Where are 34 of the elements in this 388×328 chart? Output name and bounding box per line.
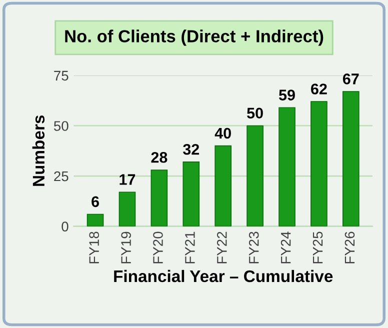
data-label: 28	[151, 152, 168, 163]
x-tick-label: FY26	[344, 232, 355, 264]
x-tick-label: FY25	[312, 232, 323, 264]
bar	[182, 162, 200, 226]
bar	[86, 214, 104, 226]
y-tick-label: 50	[54, 121, 68, 131]
y-tick-label: 75	[54, 70, 68, 81]
bar	[342, 91, 360, 226]
data-label: 40	[214, 128, 231, 139]
x-tick-label: FY18	[89, 232, 100, 264]
bar	[278, 107, 296, 226]
y-tick-label: 0	[62, 222, 68, 232]
bar	[310, 101, 328, 226]
data-label: 59	[278, 90, 295, 100]
x-tick-label: FY23	[248, 232, 259, 264]
y-tick-label: 25	[54, 171, 68, 182]
chart-title: No. of Clients (Direct + Indirect)	[65, 30, 324, 46]
data-label: 62	[311, 84, 327, 94]
bar	[214, 145, 232, 226]
data-label: 67	[342, 74, 359, 84]
bar	[150, 170, 168, 226]
data-label: 6	[92, 196, 99, 208]
bar	[118, 192, 136, 226]
bar	[246, 125, 264, 226]
x-axis-title: Financial Year – Cumulative	[114, 270, 333, 282]
data-label: 50	[247, 108, 263, 119]
x-tick-label: FY24	[280, 232, 291, 264]
data-label: 17	[120, 174, 136, 185]
y-axis-title: Numbers	[32, 115, 45, 186]
x-tick-label: FY21	[185, 232, 195, 264]
x-tick-label: FY19	[121, 232, 131, 264]
x-tick-label: FY22	[216, 232, 227, 264]
x-tick-label: FY20	[153, 232, 163, 264]
data-label: 32	[183, 144, 200, 155]
